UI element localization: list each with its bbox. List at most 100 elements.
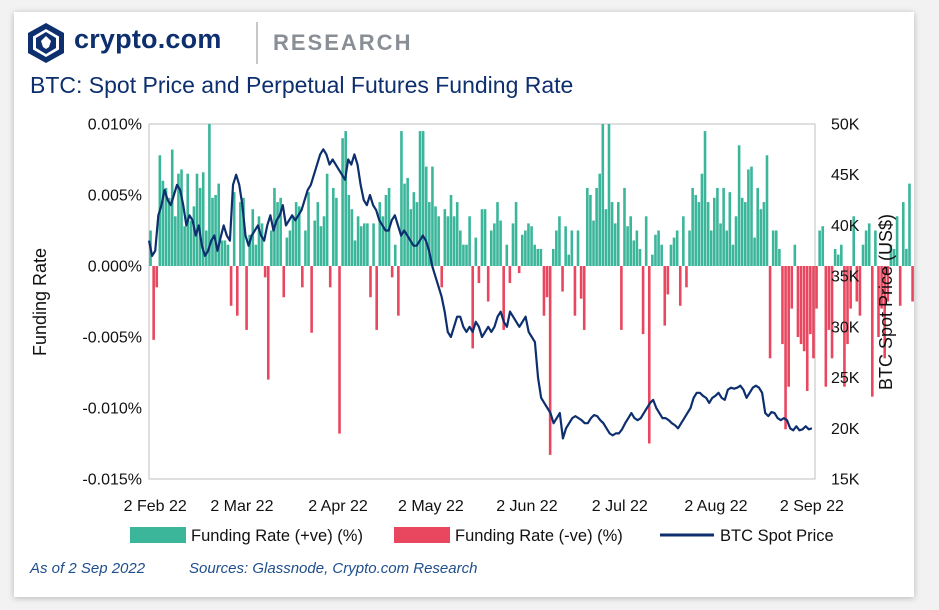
funding-rate-bar (663, 266, 667, 326)
funding-rate-bar (564, 226, 567, 266)
funding-rate-bar (508, 266, 512, 284)
funding-rate-bar (313, 220, 317, 266)
funding-rate-bar (325, 173, 329, 266)
funding-rate-bar (716, 187, 719, 266)
funding-rate-bar (774, 230, 778, 266)
funding-rate-bar (316, 202, 320, 266)
funding-rate-bar (867, 223, 871, 266)
funding-rate-bar (381, 216, 385, 266)
funding-rate-bar (393, 244, 397, 266)
funding-rate-bar (849, 266, 852, 309)
y-left-tick-label: 0.000% (88, 259, 142, 276)
funding-rate-bar (644, 216, 648, 266)
legend-label-negative: Funding Rate (-ve) (%) (455, 527, 623, 545)
funding-rate-bar (455, 202, 459, 266)
funding-rate-bar (322, 216, 326, 266)
funding-rate-bar (672, 237, 676, 266)
funding-rate-bar (530, 226, 533, 266)
funding-rate-bar (784, 266, 787, 430)
btc-price-path (147, 148, 813, 440)
funding-rate-bar (486, 266, 490, 302)
funding-rate-bar (431, 166, 434, 266)
funding-rate-bar (270, 230, 273, 266)
funding-rate-bar (366, 223, 369, 266)
funding-rate-bar (338, 266, 341, 434)
funding-rate-bar (691, 187, 694, 266)
funding-rate-bar (437, 216, 440, 266)
funding-rate-bar (895, 216, 899, 266)
funding-rate-bar (372, 223, 375, 266)
funding-rate-bar (768, 266, 772, 359)
funding-rate-bar (675, 230, 679, 266)
funding-rate-bar (189, 220, 193, 266)
funding-rate-bar (539, 248, 543, 266)
crypto-com-logo-icon (28, 23, 64, 63)
funding-rate-bar (285, 237, 289, 266)
funding-rate-bar (827, 266, 831, 330)
funding-rate-bar (424, 166, 428, 266)
funding-rate-bar (598, 173, 602, 266)
funding-rate-bar (434, 206, 437, 266)
funding-rate-bar (722, 187, 725, 266)
y-right-tick-label: 30K (831, 319, 860, 336)
funding-rate-bar (533, 244, 536, 266)
funding-rate-bar (155, 266, 159, 288)
funding-rate-bar (415, 202, 419, 266)
legend-swatch-positive (130, 527, 186, 543)
funding-rate-bar (245, 266, 248, 330)
funding-rate-bar (700, 173, 704, 266)
y-right-tick-label: 15K (831, 472, 860, 489)
footer-sources: Sources: Glassnode, Crypto.com Research (189, 560, 478, 577)
funding-rate-bar (524, 230, 527, 266)
funding-rate-bar (567, 254, 571, 266)
x-tick-label: 2 Sep 22 (780, 498, 844, 515)
funding-rate-bar (666, 266, 670, 295)
funding-rate-bar (353, 240, 357, 266)
funding-rate-bar (756, 187, 759, 266)
funding-rate-bar (713, 197, 716, 266)
funding-rate-bar (174, 216, 177, 266)
funding-rate-bar (607, 124, 611, 266)
funding-rate-bar (474, 237, 478, 266)
funding-rate-bar (362, 223, 366, 266)
chart-title: BTC: Spot Price and Perpetual Futures Fu… (30, 72, 574, 98)
funding-rate-bar (688, 230, 691, 266)
funding-rate-bar (809, 266, 812, 335)
funding-rate-bar (347, 195, 351, 266)
funding-rate-bar (579, 266, 583, 299)
funding-rate-bar (781, 266, 784, 345)
funding-rate-bar (617, 202, 620, 266)
funding-rate-bar (561, 266, 564, 292)
funding-rate-bar (152, 266, 155, 340)
funding-rate-bar (744, 202, 747, 266)
legend-label-positive: Funding Rate (+ve) (%) (191, 527, 363, 545)
funding-rate-bar (359, 226, 363, 266)
funding-rate-bar (548, 266, 552, 455)
funding-rate-bar (551, 248, 555, 266)
funding-rate-bar (220, 240, 224, 266)
y-right-tick-label: 50K (831, 117, 860, 134)
funding-rate-bar (883, 266, 886, 359)
funding-rate-bar (582, 266, 586, 330)
x-tick-label: 2 Apr 22 (308, 498, 368, 515)
funding-rate-bar (505, 244, 509, 266)
y-right-tick-label: 45K (831, 167, 860, 184)
funding-rate-bar (632, 240, 636, 266)
funding-rate-bar (180, 169, 183, 266)
funding-rate-bar (852, 216, 856, 266)
funding-rate-bar (332, 187, 335, 266)
funding-rate-bar (235, 266, 239, 316)
funding-rate-bar (592, 220, 595, 266)
funding-rate-bar (805, 266, 809, 391)
y-left-tick-label: -0.010% (82, 401, 142, 418)
funding-rate-bar (378, 202, 382, 266)
funding-rate-bar (697, 202, 701, 266)
funding-rate-bar (164, 187, 168, 266)
funding-rate-bar (843, 266, 846, 387)
funding-rate-bar (728, 192, 732, 266)
funding-rate-bar (660, 244, 663, 266)
funding-rate-bar (226, 244, 230, 266)
funding-rate-bar (449, 195, 453, 266)
x-tick-label: 2 Jun 22 (496, 498, 557, 515)
funding-rate-bar (239, 202, 242, 266)
